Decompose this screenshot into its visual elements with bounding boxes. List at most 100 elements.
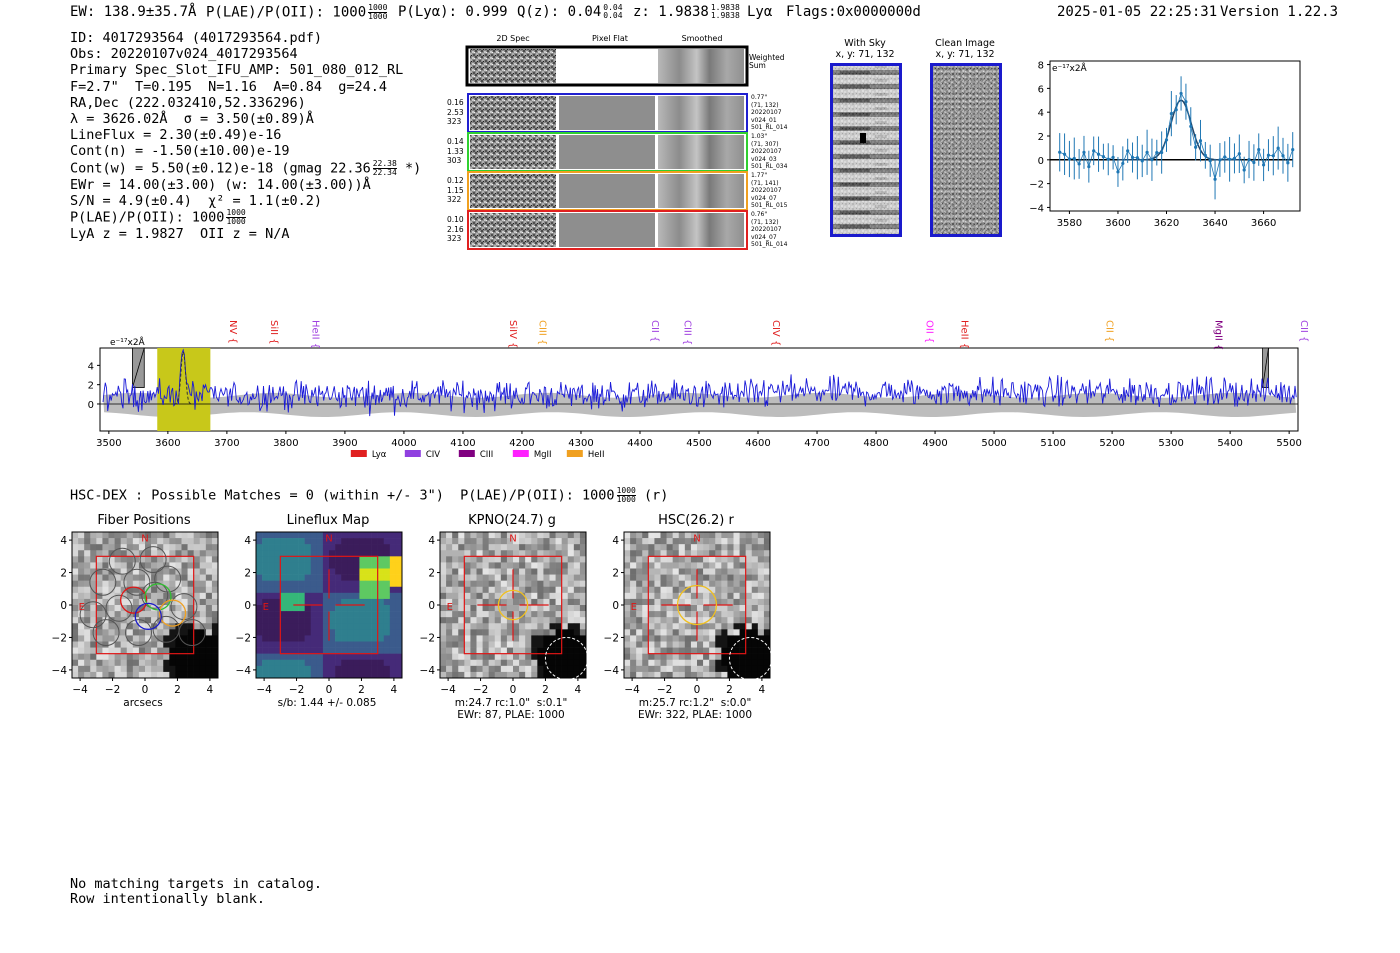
map-pixel (262, 617, 269, 624)
image-pixel (733, 598, 740, 606)
image-pixel (78, 568, 85, 575)
image-pixel (757, 532, 765, 539)
map-pixel (298, 635, 305, 642)
map-pixel (383, 562, 391, 569)
image-pixel (211, 629, 219, 636)
map-pixel (304, 592, 312, 600)
image-pixel (211, 623, 219, 630)
image-pixel (494, 538, 502, 545)
map-pixel (298, 665, 305, 673)
image-pixel (488, 592, 496, 600)
image-pixel (531, 562, 538, 569)
image-pixel (525, 641, 532, 648)
map-pixel (377, 611, 385, 618)
image-pixel (211, 598, 219, 606)
map-pixel (280, 574, 287, 581)
map-pixel (274, 550, 281, 557)
map-pixel (335, 611, 342, 618)
image-pixel (697, 635, 704, 642)
image-pixel (537, 671, 544, 679)
image-pixel (193, 592, 201, 600)
tick-label: 4700 (804, 438, 829, 449)
map-pixel (371, 629, 378, 636)
tick-label: 2 (428, 568, 435, 580)
image-pixel (120, 532, 128, 539)
image-pixel (531, 653, 538, 661)
image-pixel (660, 611, 667, 618)
emission-line-label: OII { (923, 320, 934, 343)
image-pixel (145, 623, 152, 630)
image-pixel (739, 550, 746, 557)
image-pixel (721, 556, 728, 563)
image-pixel (579, 538, 587, 545)
map-pixel (335, 586, 342, 594)
image-pixel (763, 556, 771, 563)
image-pixel (684, 598, 692, 606)
image-pixel (666, 556, 673, 563)
image-pixel (205, 641, 213, 648)
map-pixel (365, 623, 372, 630)
image-pixel (684, 550, 692, 557)
image-pixel (763, 532, 771, 539)
image-pixel (482, 623, 489, 630)
image-pixel (199, 544, 207, 551)
map-pixel (268, 574, 275, 581)
image-pixel (476, 544, 483, 551)
image-pixel (138, 605, 146, 612)
image-pixel (145, 647, 152, 654)
map-pixel (256, 598, 263, 606)
image-pixel (519, 671, 526, 679)
map-pixel (347, 641, 354, 648)
tick-label: 4000 (391, 438, 416, 449)
image-pixel (733, 629, 740, 636)
image-pixel (525, 532, 532, 539)
image-pixel (624, 641, 631, 648)
image-pixel (697, 544, 704, 551)
image-pixel (561, 629, 569, 636)
detection-info: ID: 4017293564 (4017293564.pdf) Obs: 2022… (70, 30, 421, 242)
image-pixel (703, 671, 710, 679)
image-pixel (464, 598, 471, 606)
image-pixel (757, 659, 765, 667)
image-pixel (175, 562, 182, 569)
image-pixel (763, 568, 771, 575)
image-pixel (102, 659, 109, 667)
image-pixel (500, 532, 508, 539)
image-pixel (446, 532, 453, 539)
image-pixel (678, 538, 686, 545)
image-pixel (108, 562, 115, 569)
map-pixel (329, 647, 336, 654)
image-pixel (90, 556, 97, 563)
image-pixel (126, 653, 134, 661)
image-pixel (733, 641, 740, 648)
image-pixel (506, 550, 514, 557)
image-pixel (555, 653, 562, 661)
image-pixel (470, 653, 477, 661)
tick-label: 0 (428, 600, 435, 612)
image-pixel (727, 544, 734, 551)
map-pixel (262, 647, 269, 654)
map-pixel (383, 556, 391, 563)
tick-label: 2 (1038, 132, 1044, 143)
map-pixel (262, 623, 269, 630)
image-pixel (102, 550, 109, 557)
image-pixel (525, 586, 532, 594)
image-pixel (739, 598, 746, 606)
image-pixel (525, 562, 532, 569)
image-pixel (579, 629, 587, 636)
image-pixel (72, 665, 79, 673)
image-pixel (138, 671, 146, 679)
image-pixel (709, 641, 716, 648)
image-pixel (757, 592, 765, 600)
fiber-row-info: 0.76" (71, 132) 20220107 v024_07 501_RL_… (751, 211, 788, 248)
image-pixel (642, 574, 649, 581)
image-pixel (500, 580, 508, 588)
image-pixel (199, 568, 207, 575)
line-window-highlight (157, 348, 211, 431)
image-pixel (138, 635, 146, 642)
image-pixel (727, 556, 734, 563)
tick-label: 4500 (686, 438, 711, 449)
image-pixel (733, 617, 740, 624)
image-pixel (739, 641, 746, 648)
image-pixel (458, 671, 465, 679)
